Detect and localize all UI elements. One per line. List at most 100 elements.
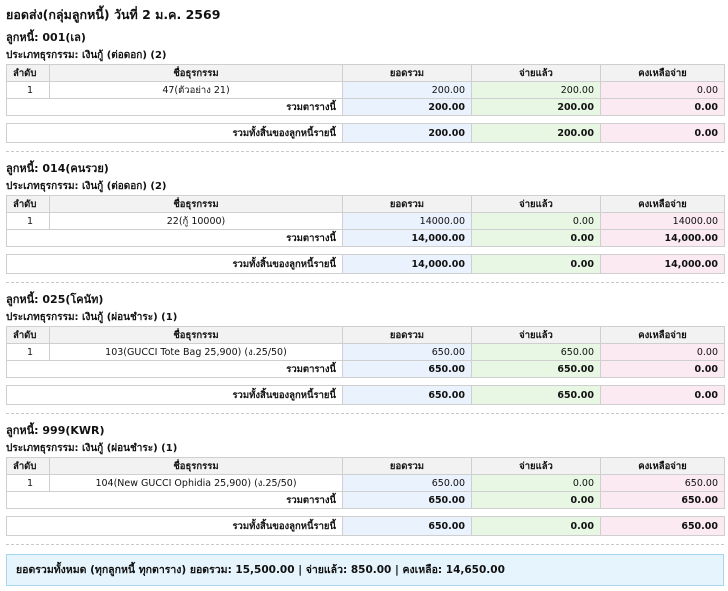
subtotal-paid: 0.00	[471, 229, 601, 247]
transaction-table: ลำดับ ชื่อธุรกรรม ยอดรวม จ่ายแล้ว คงเหลื…	[6, 64, 725, 116]
debtor-total-label: รวมทั้งสิ้นของลูกหนี้รายนี้	[6, 385, 343, 405]
row-no: 1	[6, 81, 50, 99]
debtor-total-total: 14,000.00	[342, 254, 472, 274]
col-header-remaining: คงเหลือจ่าย	[600, 457, 725, 475]
debtor-total-remaining: 0.00	[600, 123, 725, 143]
subtotal-remaining: 0.00	[600, 360, 725, 378]
row-remaining: 650.00	[600, 474, 725, 492]
subtotal-paid: 650.00	[471, 360, 601, 378]
row-total: 650.00	[342, 474, 472, 492]
debtor-total-label: รวมทั้งสิ้นของลูกหนี้รายนี้	[6, 516, 343, 536]
subtotal-row: รวมตารางนี้ 650.00 650.00 0.00	[6, 360, 725, 378]
section-divider	[6, 151, 724, 152]
transaction-type-title: ประเภทธุรกรรม: เงินกู้ (ต่อดอก) (2)	[6, 181, 167, 192]
row-remaining: 0.00	[600, 343, 725, 361]
subtotal-remaining: 650.00	[600, 491, 725, 509]
row-no: 1	[6, 343, 50, 361]
subtotal-remaining: 14,000.00	[600, 229, 725, 247]
row-no: 1	[6, 474, 50, 492]
debtor-title: ลูกหนี้: 014(คนรวย)	[6, 162, 109, 175]
col-header-total: ยอดรวม	[342, 326, 472, 344]
row-paid: 200.00	[471, 81, 601, 99]
table-header-row: ลำดับ ชื่อธุรกรรม ยอดรวม จ่ายแล้ว คงเหลื…	[6, 195, 725, 213]
table-row: 1 104(New GUCCI Ophidia 25,900) (ง.25/50…	[6, 474, 725, 492]
debtor-total-remaining: 14,000.00	[600, 254, 725, 274]
subtotal-row: รวมตารางนี้ 14,000.00 0.00 14,000.00	[6, 229, 725, 247]
debtor-total-table: รวมทั้งสิ้นของลูกหนี้รายนี้ 650.00 650.0…	[6, 385, 725, 405]
col-header-name: ชื่อธุรกรรม	[49, 195, 343, 213]
transaction-table: ลำดับ ชื่อธุรกรรม ยอดรวม จ่ายแล้ว คงเหลื…	[6, 326, 725, 378]
col-header-paid: จ่ายแล้ว	[471, 64, 601, 82]
debtor-total-paid: 0.00	[471, 254, 601, 274]
subtotal-total: 650.00	[342, 360, 472, 378]
subtotal-remaining: 0.00	[600, 98, 725, 116]
row-total: 650.00	[342, 343, 472, 361]
col-header-total: ยอดรวม	[342, 64, 472, 82]
debtor-total-row: รวมทั้งสิ้นของลูกหนี้รายนี้ 650.00 650.0…	[6, 385, 725, 405]
row-name: 104(New GUCCI Ophidia 25,900) (ง.25/50)	[49, 474, 343, 492]
row-remaining: 14000.00	[600, 212, 725, 230]
debtor-total-remaining: 0.00	[600, 385, 725, 405]
debtor-total-total: 650.00	[342, 516, 472, 536]
subtotal-total: 14,000.00	[342, 229, 472, 247]
row-name: 22(กู้ 10000)	[49, 212, 343, 230]
debtor-title: ลูกหนี้: 001(เล)	[6, 31, 86, 44]
col-header-name: ชื่อธุรกรรม	[49, 326, 343, 344]
section-divider	[6, 413, 724, 414]
debtor-total-remaining: 650.00	[600, 516, 725, 536]
debtor-total-table: รวมทั้งสิ้นของลูกหนี้รายนี้ 650.00 0.00 …	[6, 516, 725, 536]
row-paid: 0.00	[471, 212, 601, 230]
col-header-remaining: คงเหลือจ่าย	[600, 195, 725, 213]
debtor-title: ลูกหนี้: 025(โคนัท)	[6, 293, 104, 306]
debtor-total-row: รวมทั้งสิ้นของลูกหนี้รายนี้ 14,000.00 0.…	[6, 254, 725, 274]
row-remaining: 0.00	[600, 81, 725, 99]
col-header-name: ชื่อธุรกรรม	[49, 457, 343, 475]
col-header-paid: จ่ายแล้ว	[471, 195, 601, 213]
debtor-section: ลูกหนี้: 025(โคนัท) ประเภทธุรกรรม: เงินก…	[6, 292, 725, 414]
row-paid: 650.00	[471, 343, 601, 361]
transaction-type-title: ประเภทธุรกรรม: เงินกู้ (ผ่อนชำระ) (1)	[6, 443, 178, 454]
debtor-section: ลูกหนี้: 001(เล) ประเภทธุรกรรม: เงินกู้ …	[6, 30, 725, 152]
debtor-total-paid: 0.00	[471, 516, 601, 536]
debtor-total-paid: 650.00	[471, 385, 601, 405]
transaction-type-title: ประเภทธุรกรรม: เงินกู้ (ผ่อนชำระ) (1)	[6, 312, 178, 323]
transaction-type-title: ประเภทธุรกรรม: เงินกู้ (ต่อดอก) (2)	[6, 50, 167, 61]
subtotal-total: 200.00	[342, 98, 472, 116]
row-name: 103(GUCCI Tote Bag 25,900) (ง.25/50)	[49, 343, 343, 361]
col-header-total: ยอดรวม	[342, 457, 472, 475]
debtor-total-label: รวมทั้งสิ้นของลูกหนี้รายนี้	[6, 123, 343, 143]
subtotal-paid: 200.00	[471, 98, 601, 116]
row-name: 47(ตัวอย่าง 21)	[49, 81, 343, 99]
subtotal-paid: 0.00	[471, 491, 601, 509]
col-header-paid: จ่ายแล้ว	[471, 326, 601, 344]
col-header-total: ยอดรวม	[342, 195, 472, 213]
transaction-table: ลำดับ ชื่อธุรกรรม ยอดรวม จ่ายแล้ว คงเหลื…	[6, 457, 725, 509]
table-row: 1 103(GUCCI Tote Bag 25,900) (ง.25/50) 6…	[6, 343, 725, 361]
col-header-no: ลำดับ	[6, 457, 50, 475]
page-title: ยอดส่ง(กลุ่มลูกหนี้) วันที่ 2 ม.ค. 2569	[6, 7, 221, 22]
debtor-total-row: รวมทั้งสิ้นของลูกหนี้รายนี้ 200.00 200.0…	[6, 123, 725, 143]
debtor-section: ลูกหนี้: 999(KWR) ประเภทธุรกรรม: เงินกู้…	[6, 423, 725, 545]
table-header-row: ลำดับ ชื่อธุรกรรม ยอดรวม จ่ายแล้ว คงเหลื…	[6, 326, 725, 344]
subtotal-label: รวมตารางนี้	[6, 491, 343, 509]
row-no: 1	[6, 212, 50, 230]
col-header-no: ลำดับ	[6, 326, 50, 344]
debtor-total-paid: 200.00	[471, 123, 601, 143]
row-paid: 0.00	[471, 474, 601, 492]
debtor-total-table: รวมทั้งสิ้นของลูกหนี้รายนี้ 14,000.00 0.…	[6, 254, 725, 274]
debtor-total-total: 200.00	[342, 123, 472, 143]
col-header-remaining: คงเหลือจ่าย	[600, 64, 725, 82]
table-row: 1 47(ตัวอย่าง 21) 200.00 200.00 0.00	[6, 81, 725, 99]
table-row: 1 22(กู้ 10000) 14000.00 0.00 14000.00	[6, 212, 725, 230]
debtor-total-row: รวมทั้งสิ้นของลูกหนี้รายนี้ 650.00 0.00 …	[6, 516, 725, 536]
section-divider	[6, 544, 724, 545]
subtotal-label: รวมตารางนี้	[6, 360, 343, 378]
col-header-name: ชื่อธุรกรรม	[49, 64, 343, 82]
subtotal-row: รวมตารางนี้ 200.00 200.00 0.00	[6, 98, 725, 116]
debtor-title: ลูกหนี้: 999(KWR)	[6, 424, 105, 437]
transaction-table: ลำดับ ชื่อธุรกรรม ยอดรวม จ่ายแล้ว คงเหลื…	[6, 195, 725, 247]
subtotal-label: รวมตารางนี้	[6, 229, 343, 247]
col-header-no: ลำดับ	[6, 64, 50, 82]
subtotal-label: รวมตารางนี้	[6, 98, 343, 116]
